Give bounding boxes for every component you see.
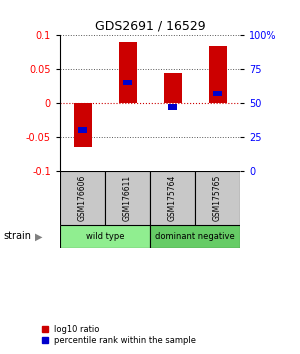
Bar (150, 225, 240, 248)
Bar (60, 225, 150, 248)
Bar (60, 171, 105, 225)
Text: dominant negative: dominant negative (155, 232, 235, 241)
Bar (118, 42, 136, 103)
Bar (169, 104, 176, 110)
Bar (124, 80, 131, 85)
Bar (74, 103, 92, 147)
Bar (195, 171, 240, 225)
Bar (208, 46, 226, 103)
Text: strain: strain (3, 231, 31, 241)
Text: GSM176606: GSM176606 (78, 175, 87, 221)
Text: wild type: wild type (86, 232, 124, 241)
Text: GSM175764: GSM175764 (168, 175, 177, 221)
Bar (79, 127, 87, 133)
Text: GSM176611: GSM176611 (123, 175, 132, 221)
Text: ▶: ▶ (34, 231, 42, 241)
Text: GSM175765: GSM175765 (213, 175, 222, 221)
Bar (164, 73, 181, 103)
Title: GDS2691 / 16529: GDS2691 / 16529 (95, 20, 205, 33)
Legend: log10 ratio, percentile rank within the sample: log10 ratio, percentile rank within the … (40, 323, 198, 346)
Bar (214, 91, 221, 96)
Bar (105, 171, 150, 225)
Bar (150, 171, 195, 225)
